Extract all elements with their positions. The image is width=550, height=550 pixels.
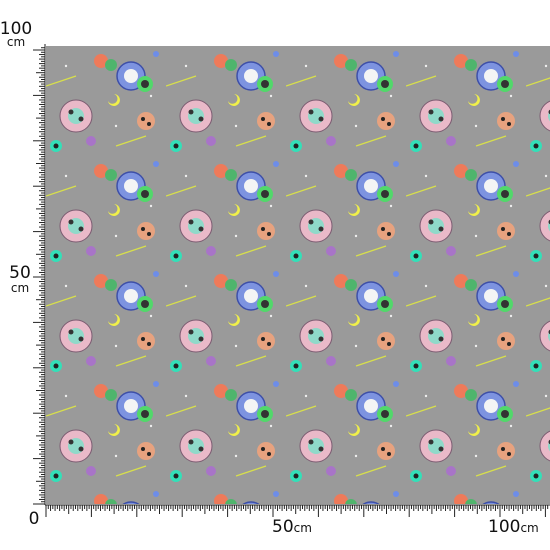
- fabric-print: [46, 46, 550, 504]
- bottom-label: 50cm: [272, 517, 312, 537]
- middle-unit: cm: [11, 281, 29, 295]
- bottom-label: 100cm: [488, 517, 539, 537]
- rulers: [33, 44, 550, 517]
- bottom-unit: cm: [294, 521, 312, 535]
- bottom-number: 100: [488, 517, 520, 537]
- bottom-number: 50: [272, 517, 294, 537]
- middle-number: 50: [9, 263, 31, 283]
- origin-label: 0: [29, 509, 40, 529]
- top-unit: cm: [7, 35, 25, 49]
- bottom-unit: cm: [520, 521, 538, 535]
- top-number: 100: [0, 19, 32, 39]
